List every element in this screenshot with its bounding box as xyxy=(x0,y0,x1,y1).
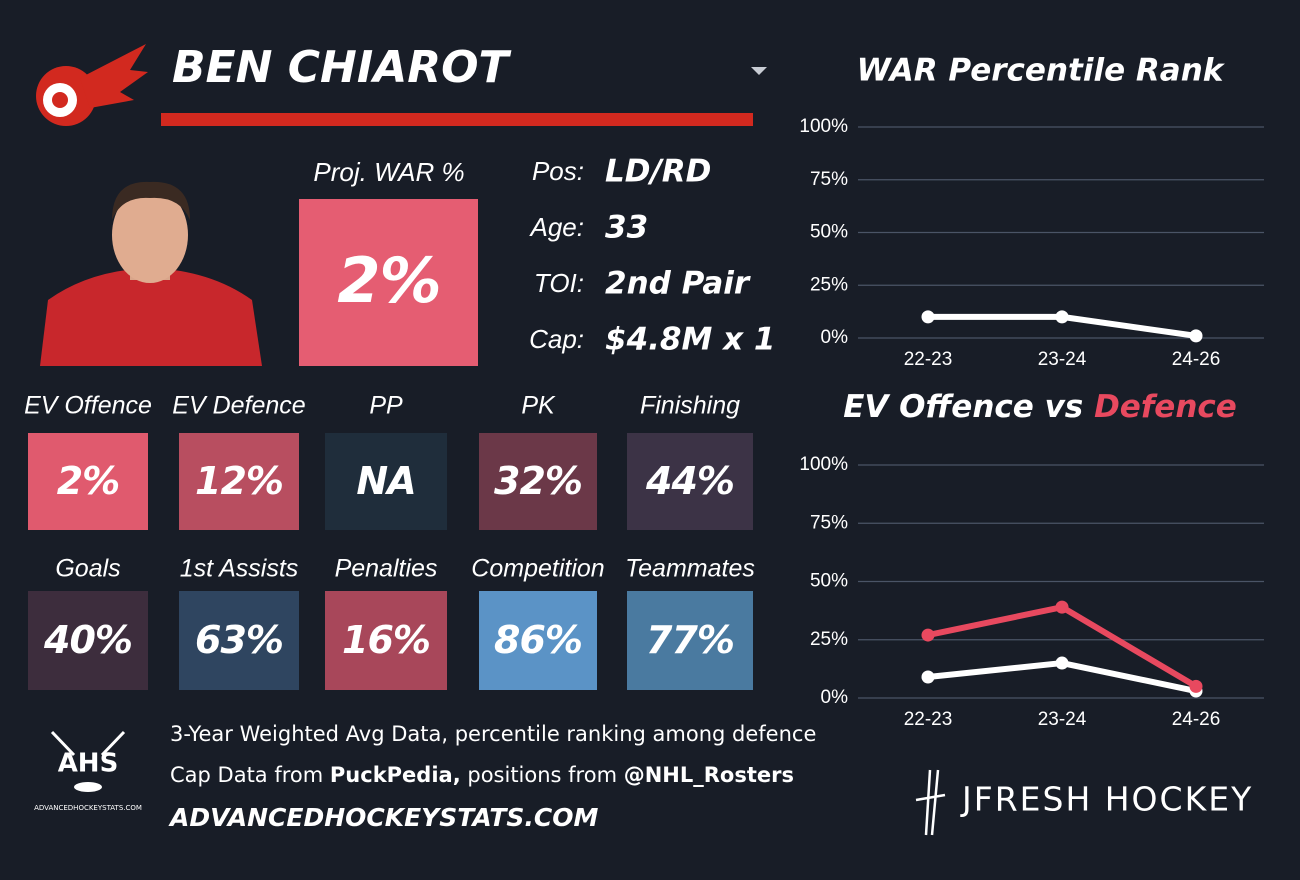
tile-label: EV Offence xyxy=(24,392,152,420)
tile-value: 86% xyxy=(494,618,582,662)
y-tick-label: 25% xyxy=(810,274,848,295)
proj-war-label: Proj. WAR % xyxy=(313,157,464,187)
footer-segment: Cap Data from xyxy=(170,763,330,787)
tile-value: 44% xyxy=(645,459,734,503)
stat-tiles: EV Offence 2% EV Defence 12% PP NA PK 32% Finish… xyxy=(24,392,755,690)
info-value: $4.8M x 1 xyxy=(605,322,776,358)
tile-label: Teammates xyxy=(625,555,755,583)
tile-label: Competition xyxy=(471,555,604,583)
team-logo xyxy=(36,44,148,126)
jfresh-logo: JFRESH HOCKEY xyxy=(915,769,1253,836)
footer-sources: Cap Data from PuckPedia, positions from … xyxy=(170,763,794,787)
y-tick-label: 75% xyxy=(810,512,848,533)
jfresh-logo-text: JFRESH HOCKEY xyxy=(960,780,1253,819)
chart-title: EV Offence vs Defence xyxy=(843,389,1237,425)
footer-segment: PuckPedia, xyxy=(330,763,461,787)
series-point xyxy=(1189,679,1203,693)
player-photo xyxy=(38,178,262,366)
tile-value: 12% xyxy=(195,459,283,503)
y-tick-label: 0% xyxy=(821,687,849,708)
series-point xyxy=(921,310,935,324)
x-tick-label: 22-23 xyxy=(904,709,953,730)
ahs-logo: AHS ADVANCEDHOCKEYSTATS.COM xyxy=(34,730,142,812)
x-tick-label: 23-24 xyxy=(1038,349,1087,370)
tile-value: 2% xyxy=(57,459,120,503)
y-tick-label: 100% xyxy=(799,454,848,475)
y-tick-label: 25% xyxy=(810,629,848,650)
series-point xyxy=(1055,310,1069,324)
tile xyxy=(325,591,447,690)
tile-label: EV Defence xyxy=(172,392,305,420)
info-label: Age: xyxy=(529,212,585,242)
charts: WAR Percentile Rank 0% 25% 50% 75% 100% 22-23 2… xyxy=(799,53,1264,730)
tile-value: 40% xyxy=(43,618,132,662)
y-tick-label: 75% xyxy=(810,169,848,190)
footer-site[interactable]: ADVANCEDHOCKEYSTATS.COM xyxy=(168,803,599,832)
x-tick-label: 24-26 xyxy=(1172,349,1221,370)
tile-value: 77% xyxy=(646,618,734,662)
name-underline xyxy=(161,113,753,126)
tile-value: 16% xyxy=(342,618,430,662)
tile-label: 1st Assists xyxy=(180,555,299,583)
info-value: 2nd Pair xyxy=(605,266,751,302)
chart-title-part: Defence xyxy=(1094,389,1237,425)
tile-label: PP xyxy=(369,392,403,420)
proj-war-box xyxy=(299,199,478,366)
player-name: BEN CHIAROT xyxy=(172,42,512,93)
chart-title: WAR Percentile Rank xyxy=(857,53,1226,89)
info-label: Cap: xyxy=(529,324,584,354)
footer-segment: positions from xyxy=(461,763,624,787)
info-value: 33 xyxy=(605,210,648,246)
info-value: LD/RD xyxy=(605,154,711,190)
tile xyxy=(179,591,299,690)
tile xyxy=(28,433,148,530)
series-point xyxy=(1055,656,1069,670)
info-list: Pos: LD/RD Age: 33 TOI: 2nd Pair Cap: $4.8M x 1 xyxy=(529,154,776,358)
tile-value: 32% xyxy=(494,459,582,503)
tile xyxy=(627,433,753,530)
x-tick-label: 22-23 xyxy=(904,349,953,370)
tile xyxy=(179,433,299,530)
series-point xyxy=(1189,329,1203,343)
tile xyxy=(479,591,597,690)
tile-value: 63% xyxy=(195,618,283,662)
tile-label: Penalties xyxy=(335,555,438,583)
footer-segment: @NHL_Rosters xyxy=(624,763,794,787)
tile xyxy=(627,591,753,690)
info-label: Pos: xyxy=(532,156,584,186)
dropdown-arrow[interactable] xyxy=(751,67,767,75)
y-tick-label: 100% xyxy=(799,116,848,137)
tile xyxy=(479,433,597,530)
series-point xyxy=(921,628,935,642)
tile xyxy=(28,591,148,690)
x-tick-label: 23-24 xyxy=(1038,709,1087,730)
series-point xyxy=(1055,600,1069,614)
y-tick-label: 0% xyxy=(821,327,849,348)
y-tick-label: 50% xyxy=(810,571,848,592)
tile-label: Finishing xyxy=(640,392,740,420)
tile-value: NA xyxy=(356,459,415,503)
tile-label: Goals xyxy=(55,555,120,583)
footer-note: 3-Year Weighted Avg Data, percentile ran… xyxy=(170,722,816,746)
series-point xyxy=(921,670,935,684)
ahs-logo-text: AHS xyxy=(58,749,119,779)
tile-label: PK xyxy=(521,392,556,420)
ahs-logo-sub: ADVANCEDHOCKEYSTATS.COM xyxy=(34,804,142,812)
chart-title-part: EV Offence vs xyxy=(843,389,1094,425)
proj-war-value: 2% xyxy=(337,244,440,317)
tile xyxy=(325,433,447,530)
x-tick-label: 24-26 xyxy=(1172,709,1221,730)
y-tick-label: 50% xyxy=(810,222,848,243)
info-label: TOI: xyxy=(534,268,584,298)
